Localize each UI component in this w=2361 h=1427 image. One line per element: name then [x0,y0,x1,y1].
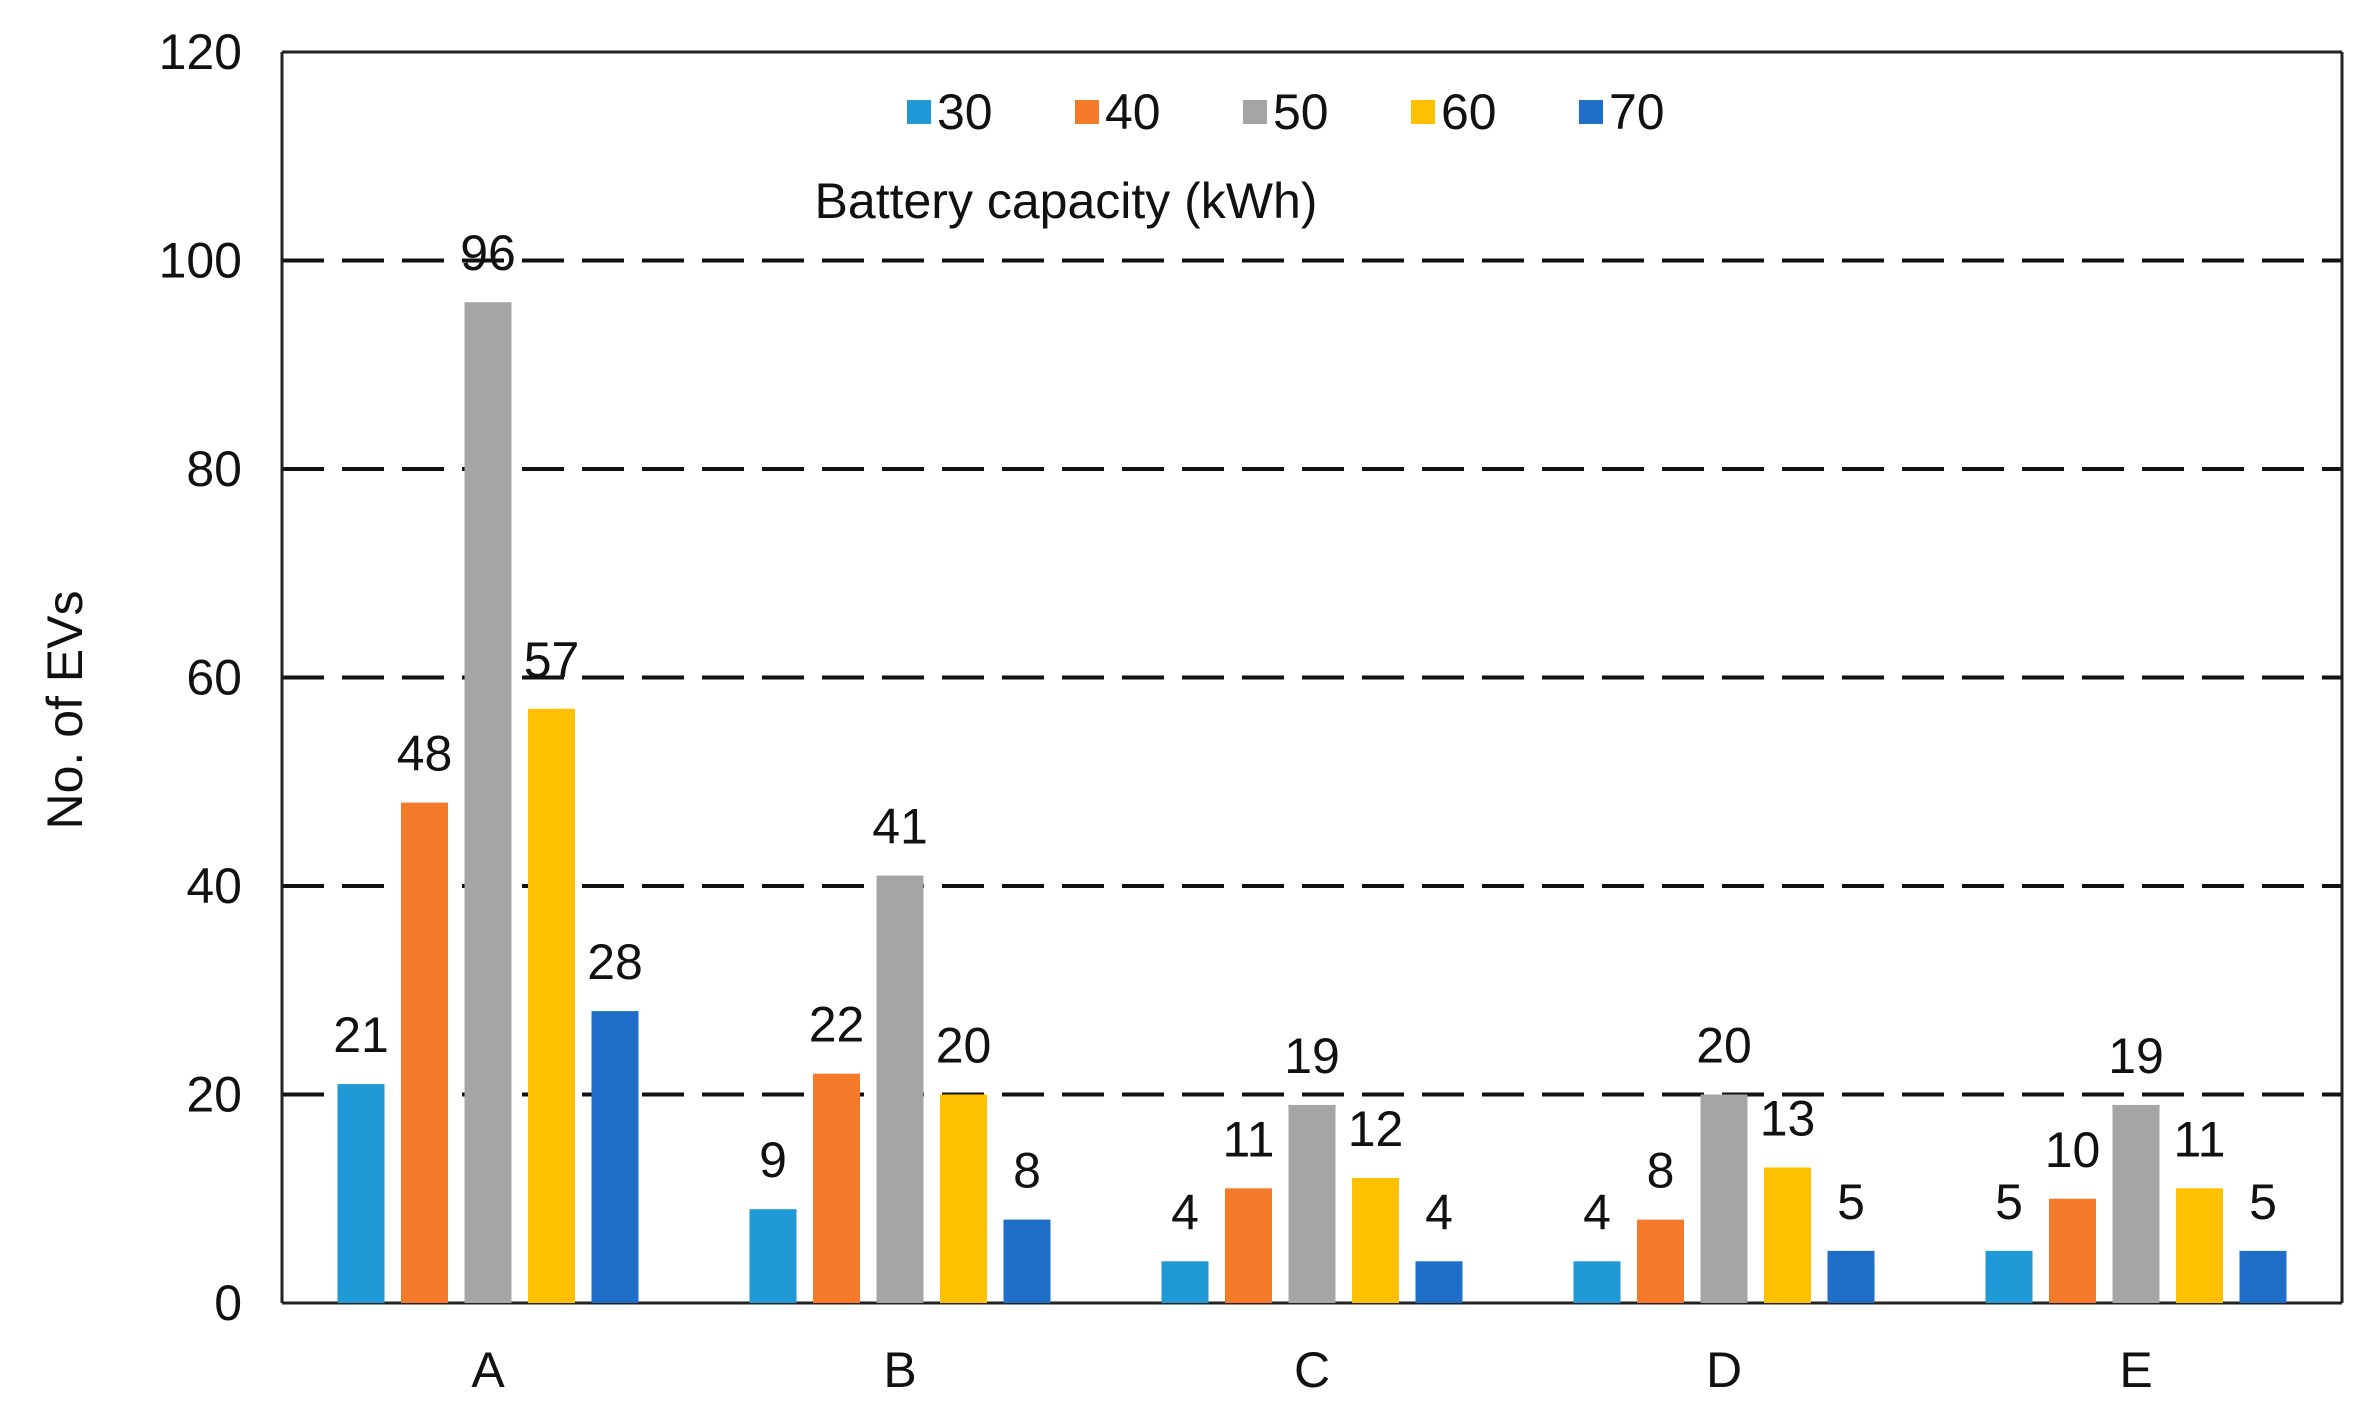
legend-label-70: 70 [1609,84,1665,140]
bar-A-60 [528,708,575,1303]
bar-B-30 [749,1209,797,1303]
y-tick-label-120: 120 [159,24,242,80]
data-label-E-60: 11 [2174,1111,2226,1167]
legend-swatch-70 [1579,100,1603,124]
bar-D-30 [1573,1261,1621,1303]
y-tick-label-0: 0 [214,1275,242,1331]
bar-D-50 [1700,1094,1748,1303]
data-label-B-30: 9 [759,1132,787,1188]
bar-D-40 [1637,1219,1684,1303]
legend-swatch-60 [1411,100,1435,124]
data-label-D-60: 13 [1760,1090,1816,1146]
bar-E-50 [2112,1104,2160,1303]
data-label-A-50: 96 [460,225,516,281]
data-label-A-40: 48 [397,726,453,782]
legend: Battery capacity (kWh) 30 40 50 60 70 [815,84,1665,229]
bar-E-30 [1985,1250,2033,1303]
data-label-C-30: 4 [1171,1184,1199,1240]
bar-E-60 [2176,1188,2223,1303]
data-label-C-50: 19 [1284,1028,1340,1084]
bar-B-70 [1003,1219,1051,1303]
data-label-E-40: 10 [2045,1122,2101,1178]
legend-label-30: 30 [937,84,993,140]
data-label-D-70: 5 [1837,1174,1865,1230]
data-label-B-40: 22 [809,997,865,1053]
x-tick-label-C: C [1294,1342,1330,1398]
data-label-C-40: 11 [1223,1111,1275,1167]
bar-E-70 [2239,1250,2287,1303]
data-label-E-50: 19 [2108,1028,2164,1084]
data-label-C-70: 4 [1425,1184,1453,1240]
data-label-D-40: 8 [1647,1143,1675,1199]
bar-D-60 [1764,1167,1811,1303]
x-tick-label-B: B [883,1342,916,1398]
grid-lines [282,258,2342,1097]
data-label-B-60: 20 [936,1018,992,1074]
legend-title: Battery capacity (kWh) [815,173,1318,229]
axes: 0 20 40 60 80 100 120 A B C D E [159,24,2344,1398]
data-label-A-70: 28 [587,934,643,990]
legend-swatch-50 [1243,100,1267,124]
bar-C-60 [1352,1177,1399,1303]
bar-E-40 [2049,1198,2096,1303]
legend-swatch-40 [1075,100,1099,124]
bar-C-50 [1288,1104,1336,1303]
data-label-B-50: 41 [872,799,928,855]
bar-C-40 [1225,1188,1272,1303]
bar-A-40 [401,802,448,1303]
data-label-C-60: 12 [1348,1101,1404,1157]
bar-A-50 [464,302,512,1303]
bar-B-60 [940,1094,987,1303]
data-label-E-30: 5 [1995,1174,2023,1230]
x-tick-label-D: D [1706,1342,1742,1398]
bar-A-30 [337,1084,385,1303]
data-label-D-30: 4 [1583,1184,1611,1240]
y-tick-label-100: 100 [159,233,242,289]
x-tick-label-A: A [471,1342,505,1398]
y-tick-label-20: 20 [186,1067,242,1123]
x-tick-label-E: E [2119,1342,2152,1398]
legend-label-40: 40 [1105,84,1161,140]
y-axis-label: No. of EVs [37,591,93,830]
bar-B-50 [876,875,924,1303]
data-label-D-50: 20 [1696,1018,1752,1074]
bars [337,302,2287,1303]
data-label-A-30: 21 [333,1007,389,1063]
data-label-B-70: 8 [1013,1143,1041,1199]
bar-D-70 [1827,1250,1875,1303]
y-tick-label-80: 80 [186,441,242,497]
bar-C-30 [1161,1261,1209,1303]
y-tick-label-60: 60 [186,650,242,706]
data-label-A-60: 57 [524,632,580,688]
bar-B-40 [813,1073,860,1303]
bar-C-70 [1415,1261,1463,1303]
legend-label-60: 60 [1441,84,1497,140]
legend-label-50: 50 [1273,84,1329,140]
legend-swatch-30 [907,100,931,124]
bar-A-70 [591,1011,639,1303]
y-tick-label-40: 40 [186,858,242,914]
data-label-E-70: 5 [2249,1174,2277,1230]
